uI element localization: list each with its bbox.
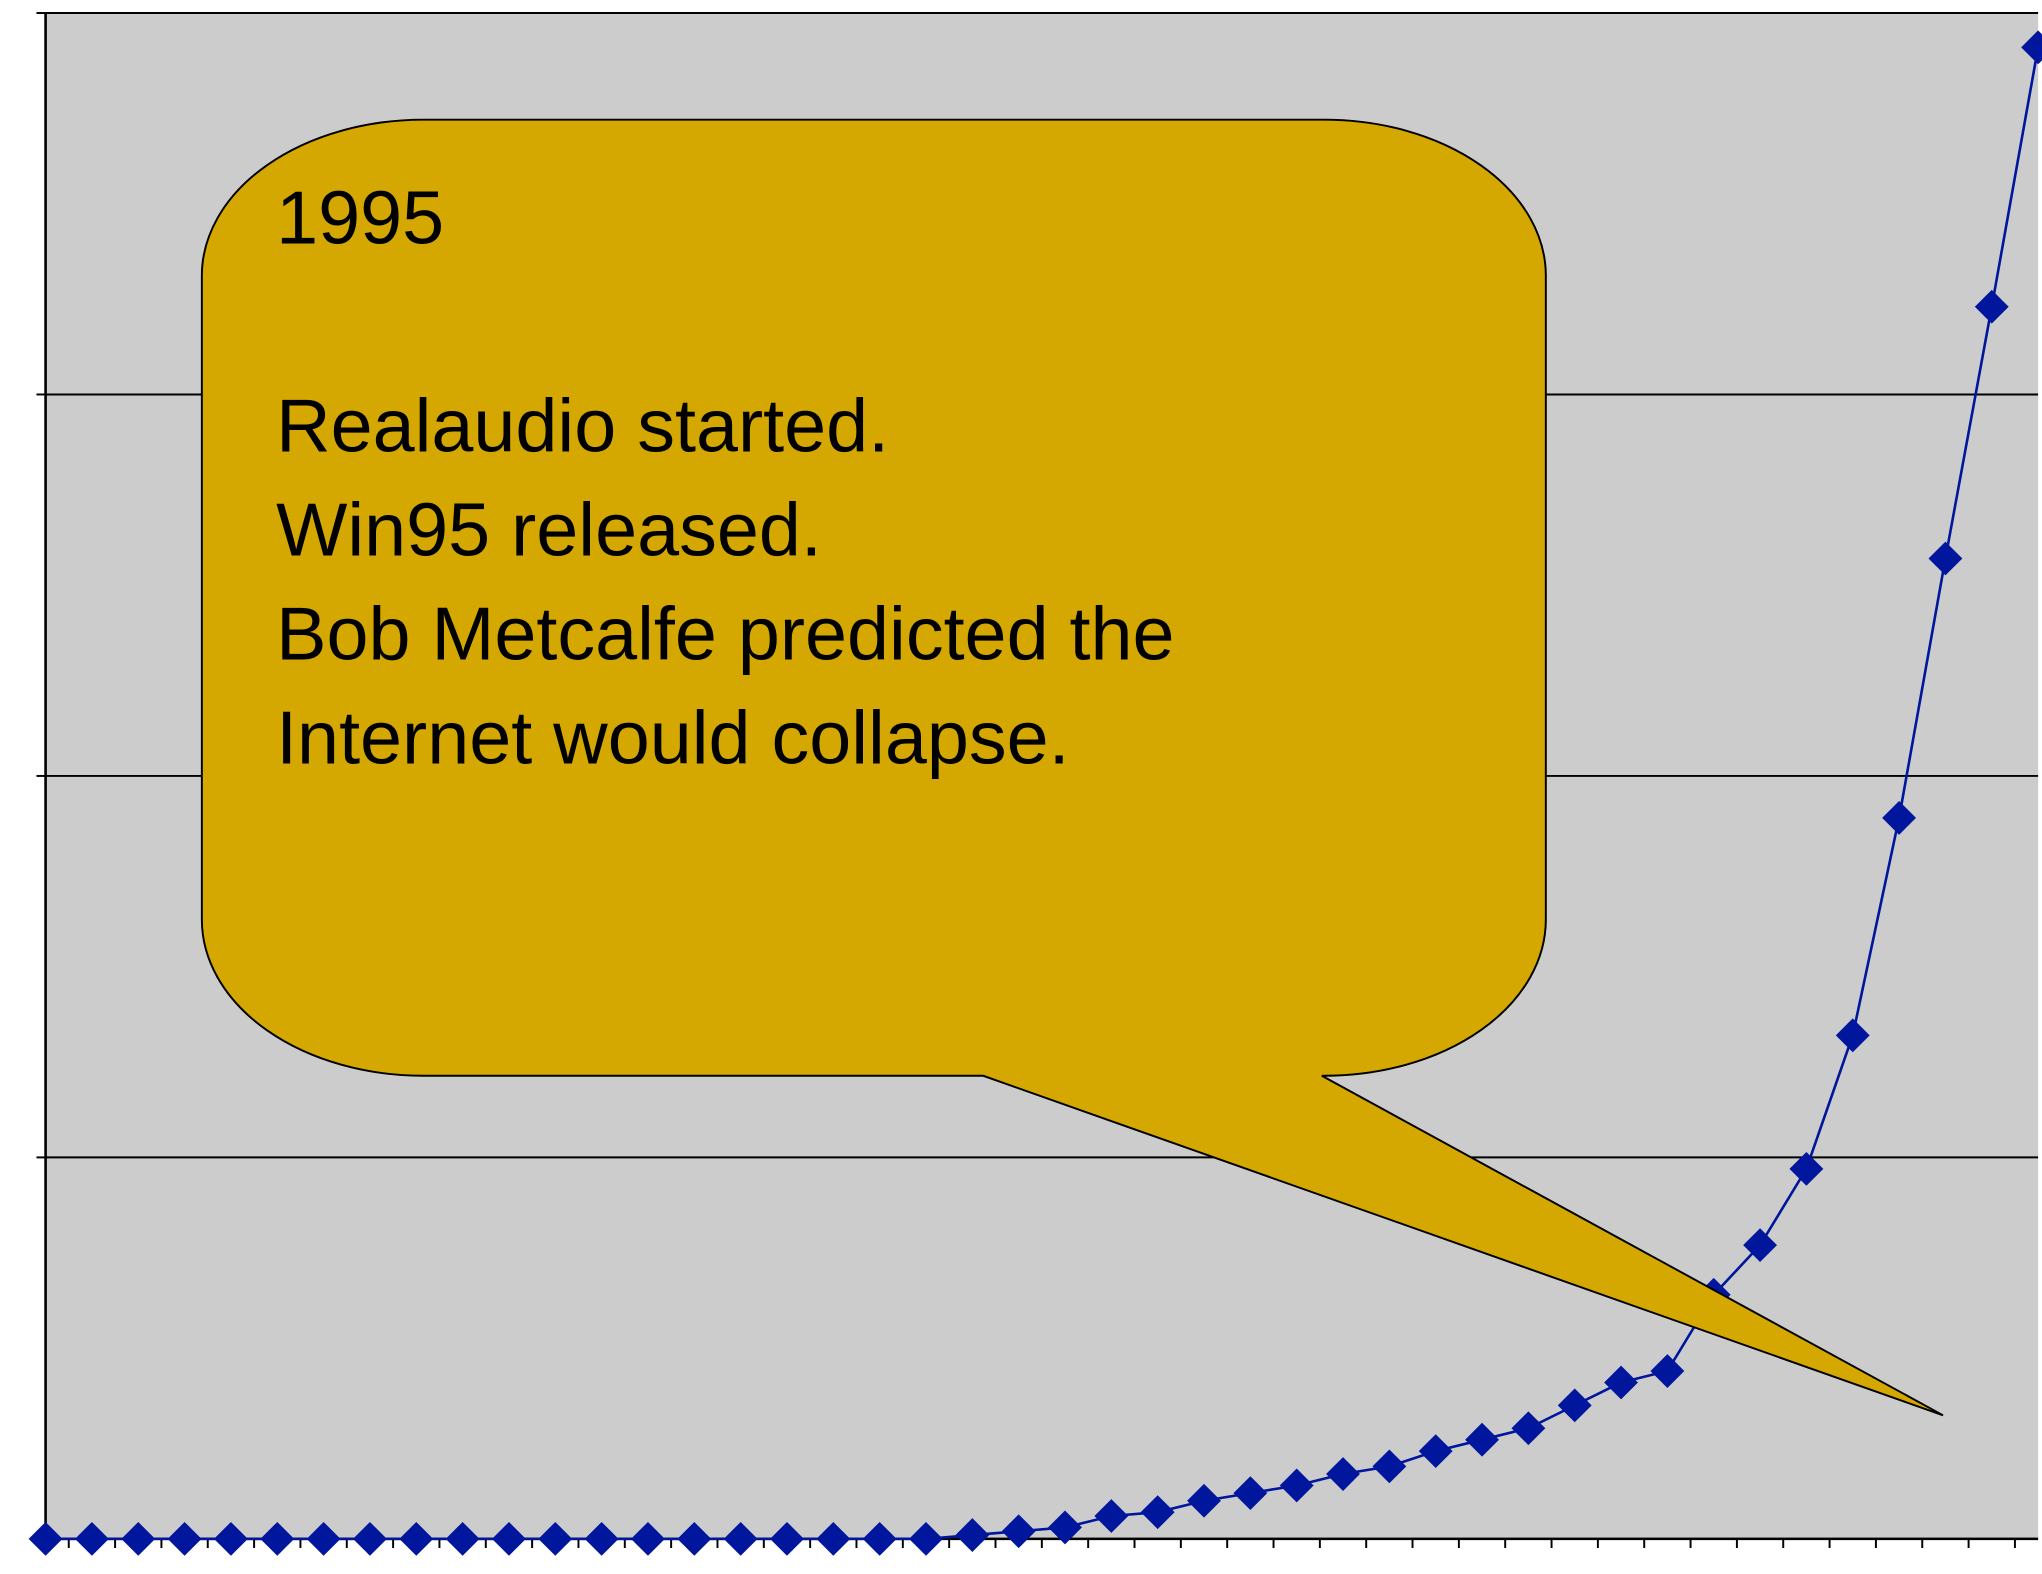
data-point — [538, 1521, 573, 1556]
data-point — [1001, 1514, 1036, 1549]
data-point — [1372, 1449, 1407, 1484]
data-point — [631, 1521, 665, 1556]
callout-title: 1995 — [276, 175, 444, 259]
data-point — [353, 1521, 387, 1556]
data-point — [306, 1521, 341, 1556]
data-point — [1789, 1151, 1824, 1186]
data-point — [214, 1521, 248, 1556]
data-point — [1974, 289, 2009, 324]
data-point — [1604, 1365, 1638, 1400]
data-point — [1279, 1468, 1314, 1503]
data-point — [167, 1521, 202, 1556]
callout-line: Realaudio started. — [276, 383, 889, 467]
data-point — [1928, 541, 1963, 576]
data-point — [74, 1521, 109, 1556]
data-point — [1557, 1388, 1592, 1423]
data-point — [1094, 1499, 1129, 1533]
data-point — [677, 1521, 712, 1556]
data-point — [1418, 1434, 1453, 1469]
data-point — [1187, 1483, 1221, 1518]
data-point — [862, 1521, 897, 1556]
data-point — [1650, 1354, 1685, 1388]
data-point — [399, 1521, 434, 1556]
data-point — [2021, 30, 2042, 65]
data-point — [816, 1521, 851, 1556]
data-point — [909, 1521, 943, 1556]
data-point — [584, 1521, 619, 1556]
data-point — [1835, 1018, 1870, 1053]
data-point — [260, 1521, 295, 1556]
data-point — [1140, 1495, 1175, 1530]
data-point — [770, 1521, 804, 1556]
callout-line: Win95 released. — [276, 487, 822, 571]
data-point — [1233, 1476, 1268, 1511]
data-point — [723, 1521, 758, 1556]
callout — [200, 118, 1944, 1417]
callout-line: Internet would collapse. — [276, 696, 1070, 780]
data-point — [28, 1521, 63, 1556]
data-point — [1511, 1411, 1546, 1446]
data-point — [955, 1518, 990, 1552]
data-point — [1882, 800, 1917, 835]
data-point — [445, 1521, 480, 1556]
callout-line: Bob Metcalfe predicted the — [276, 592, 1174, 676]
